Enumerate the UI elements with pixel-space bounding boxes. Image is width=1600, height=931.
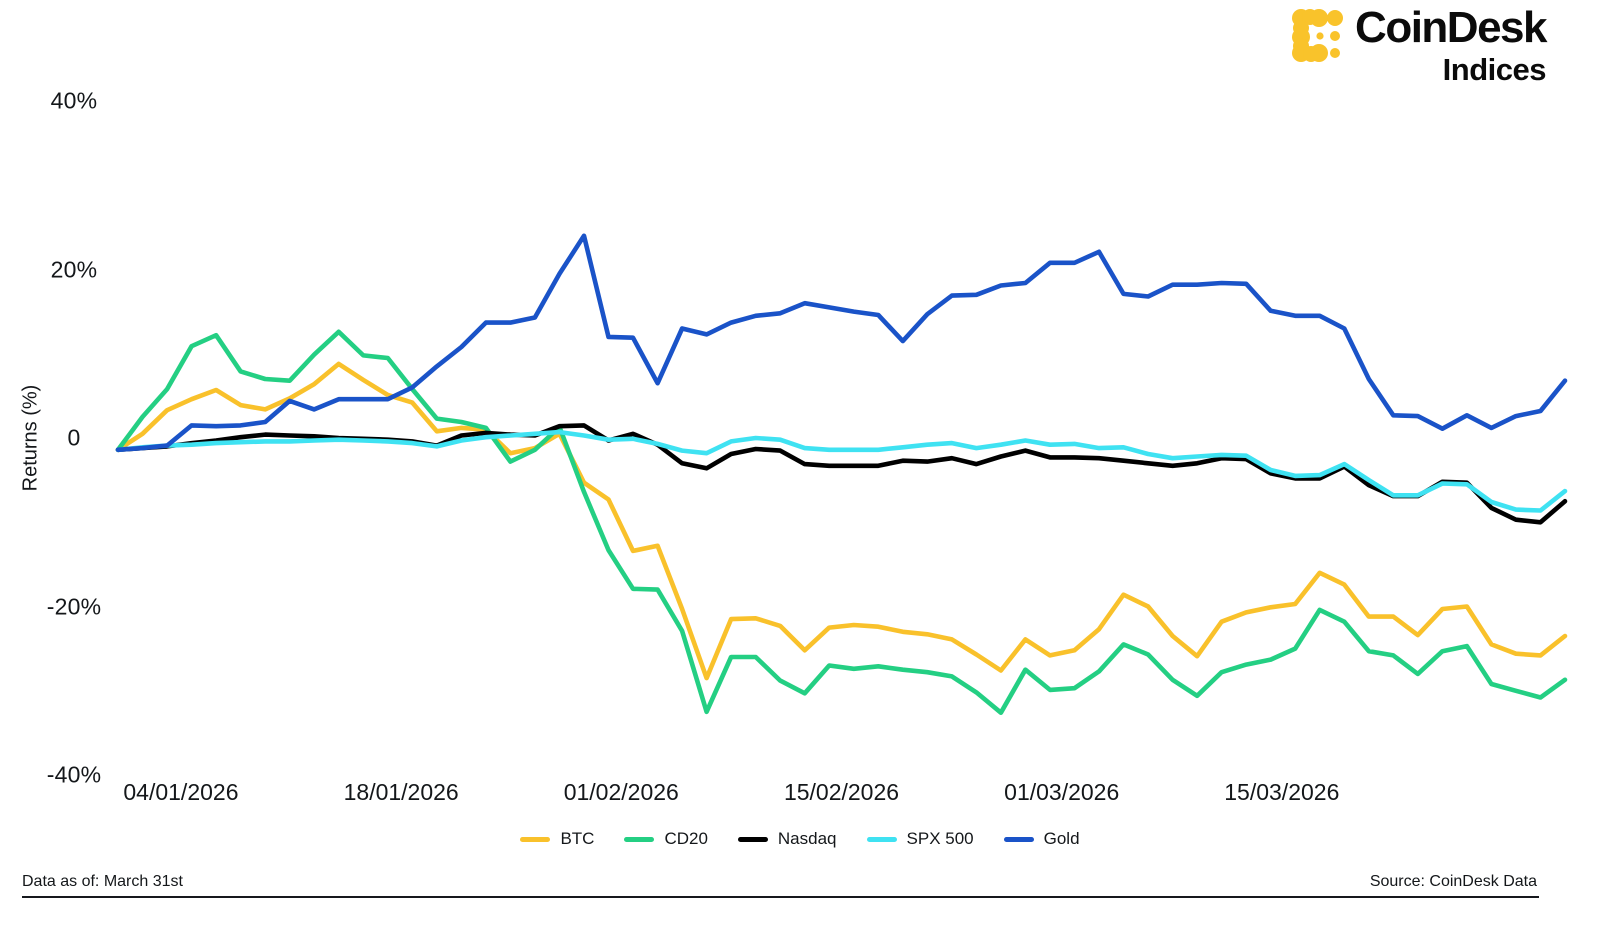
x-tick-label: 15/02/2026 [783,779,900,805]
y-tick-label: -40% [46,761,102,788]
legend-item-cd20: CD20 [624,829,708,849]
data-as-of-note: Data as of: March 31st [22,873,183,890]
x-tick-label: 04/01/2026 [123,779,239,805]
legend-item-gold: Gold [1003,829,1080,849]
legend-swatch-icon [737,836,768,842]
brand-name: CoinDesk [1355,3,1547,52]
footer-divider [22,896,1539,898]
y-tick-label: 20% [50,256,98,282]
line-spx-500 [115,429,1568,513]
y-tick-label: 40% [50,87,98,114]
legend-label: Nasdaq [777,829,837,848]
legend-label: SPX 500 [906,829,974,848]
x-tick-label: 01/02/2026 [563,779,679,805]
y-tick-label: 0 [67,424,81,451]
coindesk-logo: CoinDesk Indices [1289,3,1547,87]
x-tick-label: 15/03/2026 [1224,779,1340,805]
legend-swatch-icon [866,836,897,842]
legend-swatch-icon [1003,836,1034,842]
brand-text: CoinDesk Indices [1355,3,1547,87]
x-tick-label: 18/01/2026 [343,779,459,805]
x-tick-label: 01/03/2026 [1004,779,1120,805]
legend-item-spx-500: SPX 500 [866,829,974,849]
legend-swatch-icon [624,836,655,842]
brand-subtitle: Indices [1442,52,1547,87]
source-note: Source: CoinDesk Data [1369,873,1537,890]
line-gold [115,233,1568,453]
line-btc [115,361,1568,681]
legend-label: BTC [560,829,595,848]
chart-legend: BTC CD20 Nasdaq SPX 500 Gold [0,829,1600,849]
line-cd20 [115,329,1568,716]
legend-swatch-icon [520,836,551,842]
coindesk-logo-mark-icon [1292,9,1344,62]
legend-item-nasdaq: Nasdaq [737,829,837,849]
legend-label: CD20 [664,829,708,848]
legend-item-btc: BTC [520,829,594,849]
y-tick-label: -20% [46,593,102,619]
legend-label: Gold [1043,829,1080,848]
